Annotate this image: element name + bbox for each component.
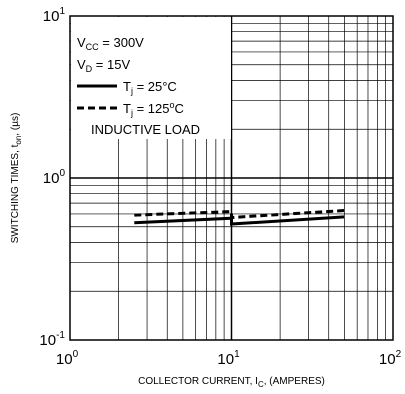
x-tick-label: 102 [379,349,402,368]
x-axis-label: COLLECTOR CURRENT, IC, (AMPERES) [138,376,325,389]
series-layer [134,209,345,226]
legend-label-25c-value: = 25°C [133,79,177,94]
legend-label-125c-degree: o [169,100,174,110]
legend-label-25c-symbol: T [123,79,131,94]
legend-background [71,17,231,139]
plot-frame [69,15,394,341]
condition-vcc: VCC = 300V [77,35,144,52]
legend-label-125c-unit: C [174,101,183,116]
x-axis-label-subscript: C [258,380,264,389]
legend-label-25c-subscript: j [130,86,133,96]
legend-label-125c: Tj = 125oC [123,100,184,118]
legend-label-125c-subscript: j [130,108,133,118]
condition-vcc-symbol: V [77,35,86,50]
legend-label-125c-symbol: T [123,101,131,116]
y-tick-label: 100 [43,168,66,187]
y-axis-label-subscript: on [14,136,23,145]
x-axis-label-main: COLLECTOR CURRENT, I [138,376,258,387]
y-tick-label: 101 [43,6,66,25]
legend: VCC = 300V VD = 15V Tj = 25°C Tj = 125oC… [71,17,231,139]
condition-vd-value: = 15V [92,57,130,72]
x-tick-label: 101 [217,349,240,368]
series-line-1 [134,209,345,220]
y-axis-label: SWITCHING TIMES, ton, (µs) [10,113,23,244]
x-tick-label: 100 [56,349,79,368]
legend-label-25c: Tj = 25°C [123,79,177,96]
y-axis-label-main: SWITCHING TIMES, t [10,144,21,243]
condition-vcc-subscript: CC [86,42,99,52]
condition-vd: VD = 15V [77,57,130,74]
y-tick-label: 10-1 [39,330,65,349]
condition-vd-subscript: D [86,64,93,74]
legend-label-125c-value: = 125 [133,101,170,116]
series-line-0 [134,215,345,226]
y-axis-label-tail: , (µs) [10,113,21,136]
condition-vd-symbol: V [77,57,86,72]
condition-vcc-value: = 300V [99,35,145,50]
x-axis-label-tail: , (AMPERES) [264,376,325,387]
legend-inductive-load: INDUCTIVE LOAD [91,122,200,137]
